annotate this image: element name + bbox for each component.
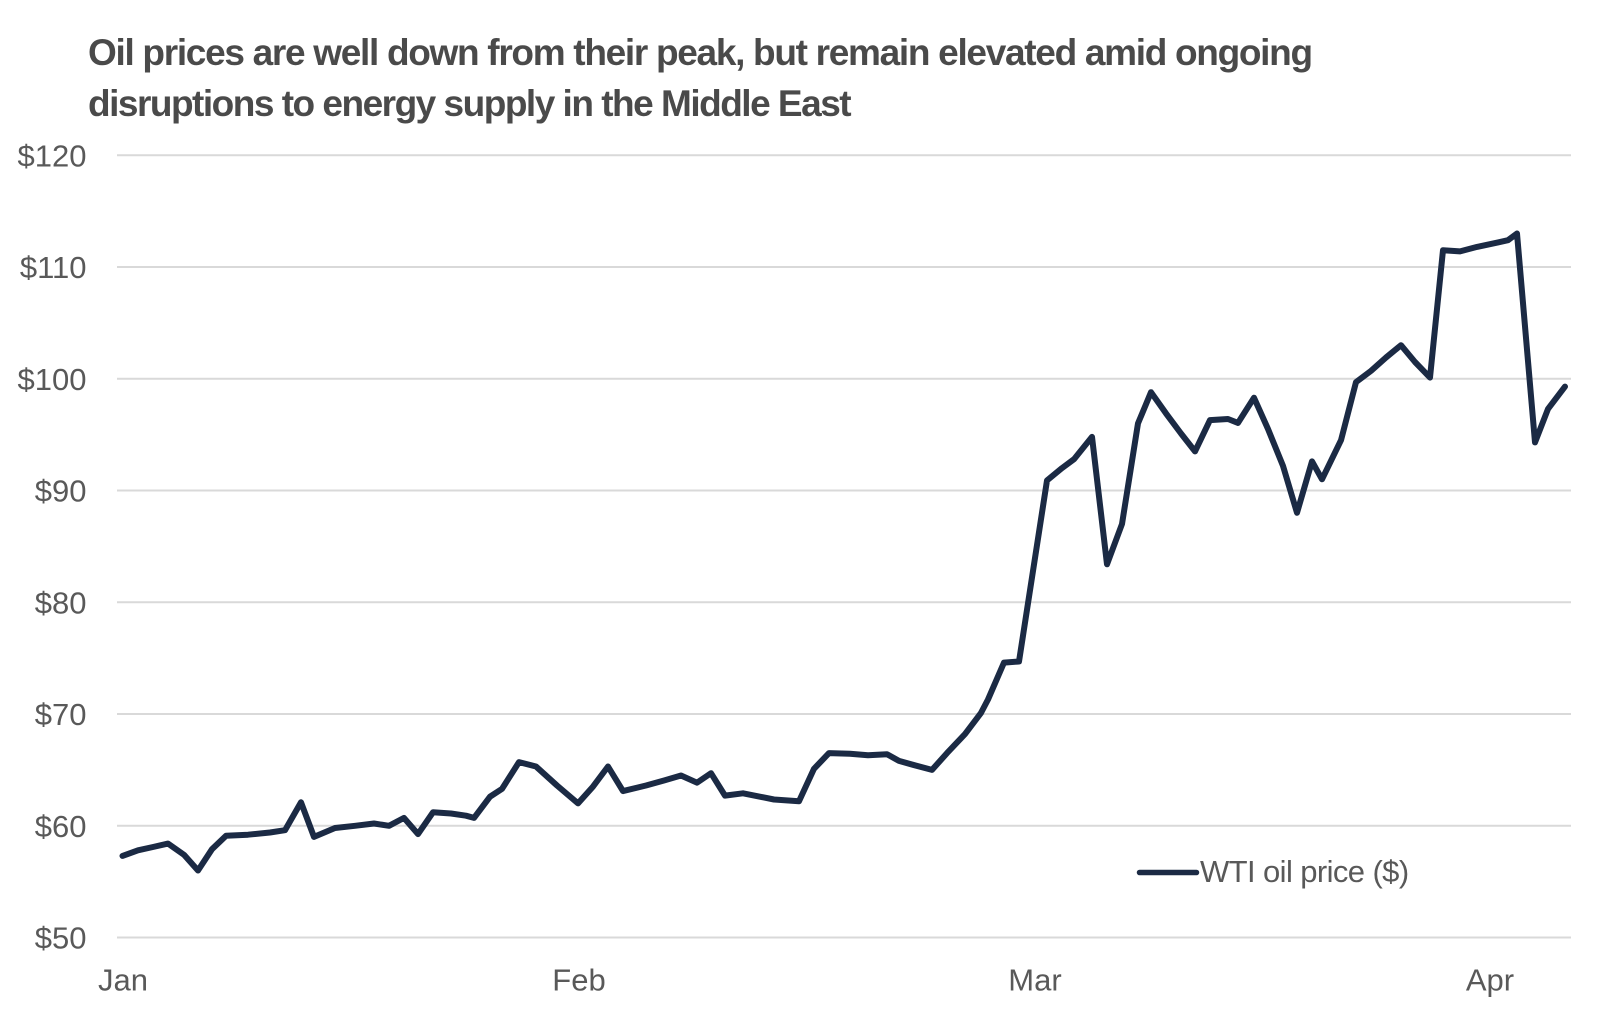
svg-text:$80: $80 <box>35 586 87 621</box>
svg-text:$70: $70 <box>35 697 87 732</box>
svg-text:Oil prices are well down from: Oil prices are well down from their peak… <box>88 32 1312 73</box>
svg-text:Jan: Jan <box>98 963 148 998</box>
svg-text:$100: $100 <box>18 362 87 397</box>
svg-text:$90: $90 <box>35 474 87 509</box>
svg-text:Feb: Feb <box>552 963 605 998</box>
svg-text:disruptions to energy supply i: disruptions to energy supply in the Midd… <box>88 83 851 124</box>
svg-text:$120: $120 <box>18 139 87 174</box>
svg-text:WTI oil price ($): WTI oil price ($) <box>1200 854 1409 889</box>
svg-text:$110: $110 <box>20 250 87 285</box>
svg-text:$50: $50 <box>35 921 87 956</box>
svg-text:$60: $60 <box>35 809 87 844</box>
svg-text:Apr: Apr <box>1466 963 1514 998</box>
svg-text:Mar: Mar <box>1008 963 1061 998</box>
